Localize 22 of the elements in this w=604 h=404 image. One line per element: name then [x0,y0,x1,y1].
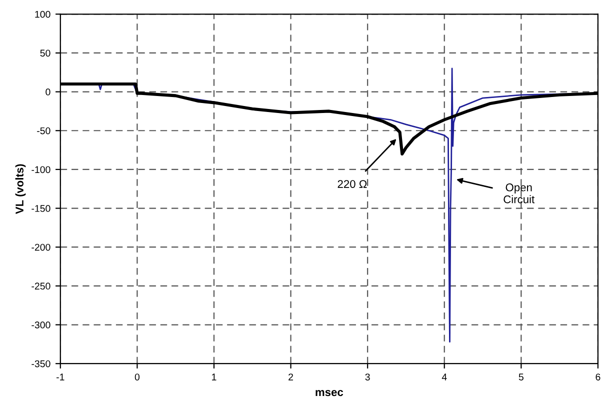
x-tick-label: -1 [56,374,64,380]
y-tick-label: -150 [32,205,50,212]
x-tick-label: 5 [518,374,524,380]
annotation: 220 Ω [338,180,367,188]
x-tick-label: 3 [365,374,370,380]
y-tick-label: -200 [32,244,50,251]
x-tick-label: 4 [442,374,447,380]
y-axis-title: VL (volts) [15,164,26,214]
x-tick-label: 6 [596,374,600,380]
y-tick-label: -50 [37,127,50,134]
y-tick-label: -250 [32,282,50,290]
y-tick-label: -300 [32,322,50,328]
x-tick-label: 2 [288,374,293,380]
y-tick-label: -350 [32,360,50,368]
x-axis-title: msec [316,390,344,396]
y-tick-label: 50 [40,50,50,57]
x-tick-label: 1 [212,374,216,380]
y-tick-label: -100 [32,166,50,174]
annotation: Open Circuit [504,183,535,204]
y-tick-label: 0 [46,88,50,96]
y-tick-label: 100 [35,10,50,18]
x-tick-label: 0 [134,374,140,380]
